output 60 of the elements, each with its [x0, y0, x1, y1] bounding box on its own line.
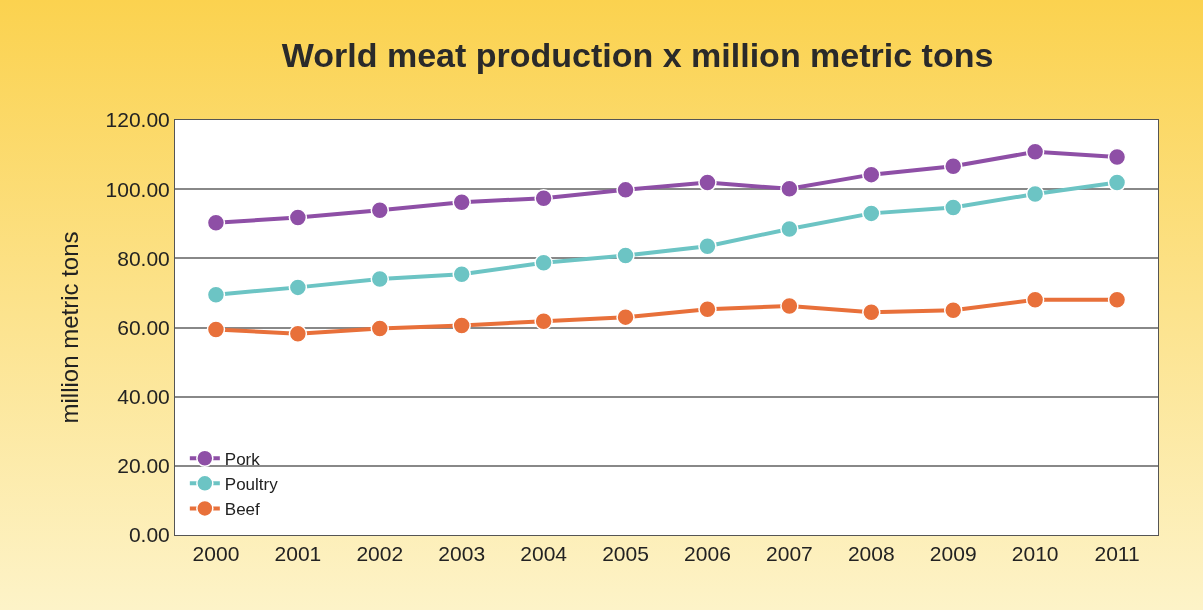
- x-tick-label: 2000: [192, 542, 240, 566]
- x-tick-label: 2003: [438, 542, 486, 566]
- y-tick-label: 100.00: [105, 177, 170, 201]
- point: [534, 188, 553, 208]
- point: [370, 319, 390, 338]
- legend-label: Pork: [224, 449, 261, 469]
- point: [1107, 147, 1127, 167]
- point: [1025, 184, 1045, 204]
- legend-label: Beef: [224, 500, 261, 520]
- point: [288, 324, 308, 343]
- point: [1107, 290, 1127, 310]
- point: [534, 253, 553, 273]
- point: [1025, 142, 1045, 162]
- point: [534, 312, 553, 331]
- point: [862, 204, 881, 223]
- x-tick-label: 2011: [1094, 542, 1140, 566]
- x-tick-label: 2001: [274, 542, 322, 566]
- point: [943, 300, 963, 320]
- point: [698, 236, 717, 256]
- point: [370, 201, 390, 220]
- chart-title: World meat production x million metric tons: [281, 35, 994, 74]
- legend-label: Poultry: [224, 474, 279, 494]
- y-tick-label: 80.00: [117, 246, 170, 270]
- point: [862, 165, 881, 184]
- x-tick-label: 2010: [1011, 542, 1059, 566]
- y-tick-label: 20.00: [117, 454, 170, 478]
- point: [288, 278, 308, 297]
- point: [452, 316, 471, 335]
- point: [206, 320, 226, 339]
- point: [452, 193, 471, 212]
- point: [616, 307, 635, 327]
- x-tick-label: 2009: [929, 542, 977, 566]
- y-tick-label: 40.00: [117, 385, 170, 409]
- x-tick-label: 2005: [602, 542, 649, 566]
- y-tick-label: 120.00: [105, 108, 170, 132]
- y-tick-label: 60.00: [117, 315, 170, 339]
- point: [288, 208, 308, 227]
- x-tick-label: 2002: [356, 542, 404, 566]
- point: [370, 269, 390, 289]
- point: [698, 299, 717, 319]
- point: [206, 213, 226, 232]
- point: [780, 296, 799, 316]
- point: [698, 173, 717, 192]
- x-tick-label: 2008: [847, 542, 895, 566]
- y-tick-label: 0.00: [128, 523, 170, 547]
- point: [616, 246, 635, 265]
- point: [943, 198, 963, 217]
- point: [1107, 173, 1127, 192]
- point: [862, 303, 881, 322]
- point: [943, 157, 963, 176]
- x-tick-label: 2004: [520, 542, 568, 566]
- point: [1025, 290, 1045, 310]
- point: [780, 179, 799, 199]
- point: [780, 219, 799, 239]
- point: [452, 264, 471, 284]
- point: [616, 180, 635, 200]
- x-tick-label: 2006: [684, 542, 731, 566]
- y-axis-title: million metric tons: [55, 231, 83, 424]
- point: [206, 285, 226, 304]
- x-tick-label: 2007: [766, 542, 813, 566]
